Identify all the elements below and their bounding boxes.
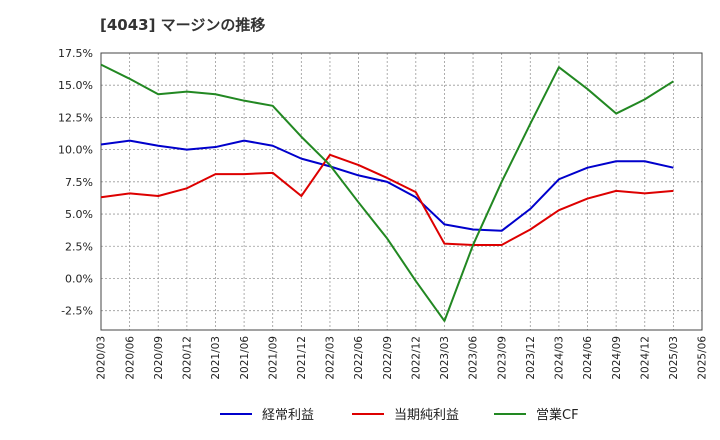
x-axis: 2020/03 2020/06 2020/09 2020/12 2021/03 2021/… — [96, 336, 709, 380]
series-lines — [100, 63, 674, 322]
legend-label: 当期純利益 — [394, 408, 459, 423]
x-tick-label: 2025/06 — [697, 336, 709, 380]
legend-label: 経常利益 — [262, 408, 314, 423]
x-tick-label: 2023/12 — [525, 336, 537, 380]
x-tick-label: 2024/06 — [582, 336, 594, 380]
x-tick-label: 2022/03 — [325, 336, 337, 380]
series-line — [100, 153, 674, 246]
x-tick-label: 2023/03 — [439, 336, 451, 380]
x-tick-label: 2021/09 — [267, 336, 279, 380]
x-tick-label: 2020/12 — [182, 336, 194, 380]
y-axis: 17.5% 15.0% 12.5% 10.0% 7.5% 5.0% 2.5% 0.0% -2.5… — [58, 47, 93, 318]
series-line — [100, 63, 674, 322]
series-line — [100, 139, 674, 232]
y-tick-label: 7.5% — [65, 176, 93, 189]
y-tick-label: 17.5% — [58, 47, 93, 60]
y-tick-label: 0.0% — [65, 272, 93, 285]
x-tick-label: 2023/09 — [496, 336, 508, 380]
x-tick-label: 2021/06 — [239, 336, 251, 380]
legend: 経常利益 当期純利益 営業CF — [220, 407, 579, 423]
x-tick-label: 2022/09 — [382, 336, 394, 380]
x-tick-label: 2021/03 — [210, 336, 222, 380]
y-tick-label: 15.0% — [58, 79, 93, 92]
y-tick-label: -2.5% — [61, 305, 93, 318]
x-tick-label: 2022/12 — [410, 336, 422, 380]
x-tick-label: 2020/09 — [153, 336, 165, 380]
plot-frame — [100, 52, 703, 331]
legend-label: 営業CF — [536, 407, 579, 423]
x-tick-label: 2021/12 — [296, 336, 308, 380]
y-tick-label: 12.5% — [58, 111, 93, 124]
x-tick-label: 2024/03 — [554, 336, 566, 380]
y-tick-label: 2.5% — [65, 240, 93, 253]
y-tick-label: 10.0% — [58, 144, 93, 157]
x-tick-label: 2020/03 — [96, 336, 108, 380]
x-tick-label: 2024/12 — [639, 336, 651, 380]
y-tick-label: 5.0% — [65, 208, 93, 221]
x-tick-label: 2024/09 — [611, 336, 623, 380]
x-tick-label: 2022/06 — [353, 336, 365, 380]
x-tick-label: 2025/03 — [668, 336, 680, 380]
x-tick-label: 2020/06 — [124, 336, 136, 380]
x-tick-label: 2023/06 — [468, 336, 480, 380]
chart-title: [4043] マージンの推移 — [100, 16, 265, 34]
